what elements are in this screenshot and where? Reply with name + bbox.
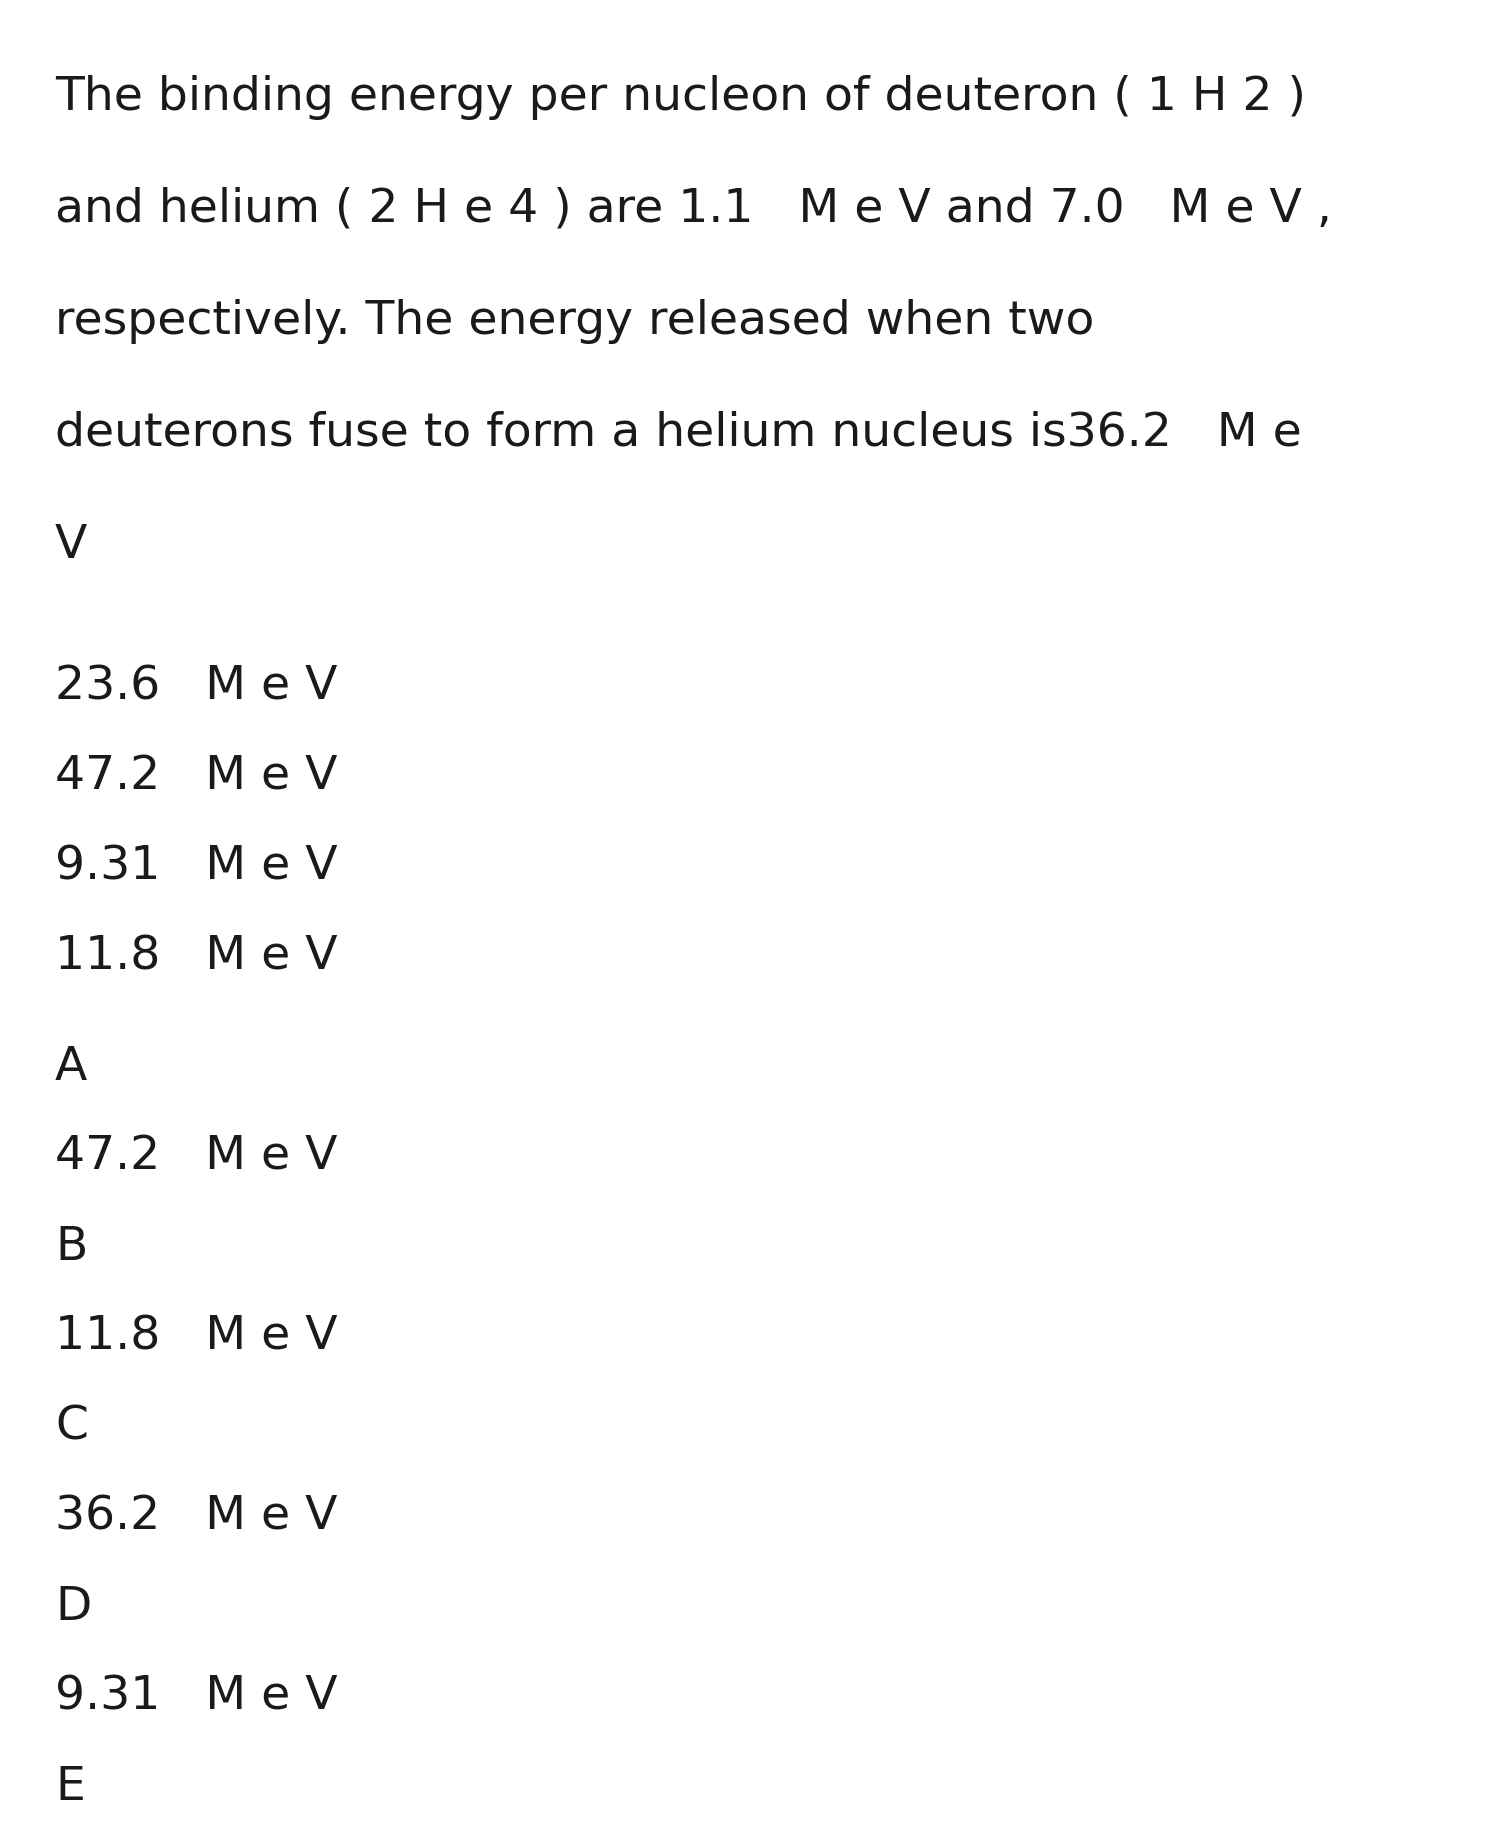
Text: respectively. The energy released when two: respectively. The energy released when t… — [56, 299, 1094, 344]
Text: V: V — [56, 522, 87, 568]
Text: 9.31   M e V: 9.31 M e V — [56, 1674, 338, 1720]
Text: 11.8   M e V: 11.8 M e V — [56, 1315, 338, 1359]
Text: 47.2   M e V: 47.2 M e V — [56, 755, 338, 801]
Text: 9.31   M e V: 9.31 M e V — [56, 845, 338, 890]
Text: B: B — [56, 1226, 87, 1270]
Text: 47.2   M e V: 47.2 M e V — [56, 1136, 338, 1180]
Text: A: A — [56, 1044, 87, 1090]
Text: and helium ( 2 H e 4 ) are 1.1   M e V and 7.0   M e V ,: and helium ( 2 H e 4 ) are 1.1 M e V and… — [56, 187, 1332, 233]
Text: D: D — [56, 1585, 92, 1630]
Text: deuterons fuse to form a helium nucleus is36.2   M e: deuterons fuse to form a helium nucleus … — [56, 410, 1302, 456]
Text: 36.2   M e V: 36.2 M e V — [56, 1495, 338, 1541]
Text: E: E — [56, 1764, 86, 1810]
Text: 11.8   M e V: 11.8 M e V — [56, 934, 338, 980]
Text: The binding energy per nucleon of deuteron ( 1 H 2 ): The binding energy per nucleon of deuter… — [56, 75, 1306, 121]
Text: 23.6   M e V: 23.6 M e V — [56, 665, 338, 711]
Text: C: C — [56, 1405, 88, 1449]
